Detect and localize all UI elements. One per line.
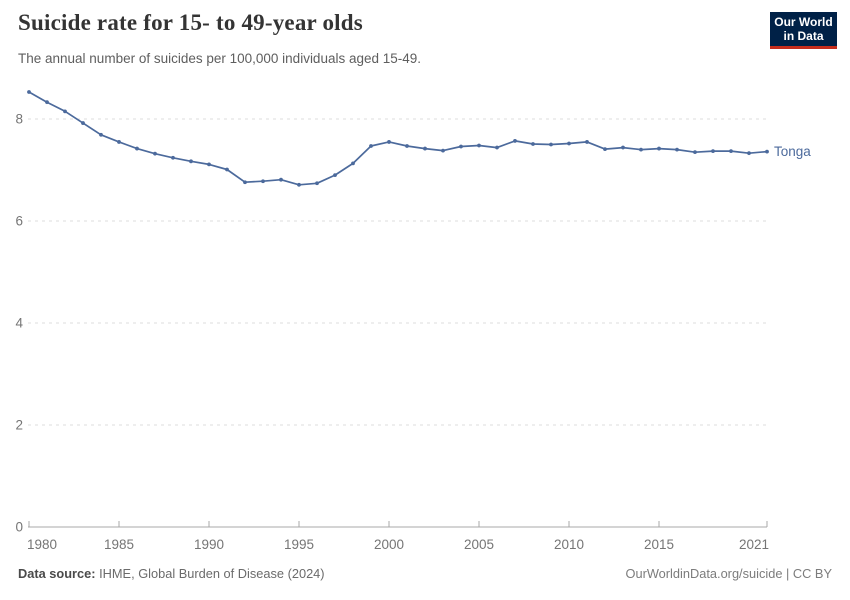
data-source-text: IHME, Global Burden of Disease (2024)	[95, 566, 325, 581]
y-tick-label: 0	[15, 520, 23, 535]
data-point[interactable]	[81, 121, 85, 125]
data-point[interactable]	[387, 140, 391, 144]
owid-logo-line2: in Data	[783, 29, 824, 43]
credit-link[interactable]: OurWorldinData.org/suicide | CC BY	[625, 566, 833, 581]
owid-logo[interactable]: Our World in Data	[770, 12, 837, 49]
data-point[interactable]	[657, 146, 661, 151]
data-point[interactable]	[45, 100, 49, 105]
data-point[interactable]	[585, 140, 589, 144]
y-tick-label: 6	[15, 214, 23, 229]
data-point[interactable]	[279, 177, 283, 182]
x-tick-label: 2010	[554, 537, 584, 552]
data-point[interactable]	[747, 151, 751, 156]
x-tick-label: 2005	[464, 537, 494, 552]
owid-logo-line1: Our World	[774, 15, 833, 29]
x-tick-label: 2015	[644, 537, 674, 552]
data-point[interactable]	[117, 140, 121, 144]
data-point[interactable]	[603, 147, 607, 151]
data-point[interactable]	[531, 142, 535, 146]
data-point[interactable]	[225, 167, 229, 172]
data-point[interactable]	[765, 149, 769, 154]
x-tick-label: 2021	[739, 537, 769, 552]
data-point[interactable]	[99, 132, 103, 137]
x-tick-label: 1980	[27, 537, 57, 552]
y-tick-label: 2	[15, 418, 23, 433]
data-point[interactable]	[405, 144, 409, 148]
data-point[interactable]	[63, 109, 67, 114]
data-source-label: Data source:	[18, 566, 96, 581]
data-point[interactable]	[171, 155, 175, 160]
data-point[interactable]	[513, 139, 517, 143]
x-tick-label: 2000	[374, 537, 404, 552]
y-tick-label: 8	[15, 112, 23, 127]
x-tick-label: 1990	[194, 537, 224, 552]
data-point[interactable]	[351, 161, 355, 166]
data-point[interactable]	[423, 146, 427, 151]
data-point[interactable]	[495, 145, 499, 150]
data-point[interactable]	[135, 146, 139, 151]
series-line-tonga[interactable]	[28, 91, 768, 186]
page-title: Suicide rate for 15- to 49-year olds	[18, 10, 363, 35]
data-point[interactable]	[621, 145, 625, 150]
x-tick-label: 1985	[104, 537, 134, 552]
chart-subtitle: The annual number of suicides per 100,00…	[18, 51, 422, 66]
data-point[interactable]	[333, 173, 337, 178]
data-point[interactable]	[675, 147, 679, 152]
data-point[interactable]	[729, 149, 733, 154]
data-point[interactable]	[549, 142, 553, 147]
data-point[interactable]	[153, 151, 157, 156]
data-point[interactable]	[693, 150, 697, 155]
data-point[interactable]	[243, 180, 247, 185]
data-point[interactable]	[711, 149, 715, 154]
data-point[interactable]	[441, 148, 445, 153]
y-tick-label: 4	[15, 316, 23, 331]
x-tick-label: 1995	[284, 537, 314, 552]
chart-footer: Data source: IHME, Global Burden of Dise…	[18, 566, 832, 581]
series-label-tonga[interactable]: Tonga	[774, 144, 811, 159]
data-point[interactable]	[459, 144, 463, 149]
data-point[interactable]	[477, 143, 481, 148]
data-point[interactable]	[639, 147, 643, 152]
data-point[interactable]	[567, 141, 571, 146]
data-point[interactable]	[261, 179, 265, 184]
data-point[interactable]	[189, 159, 193, 164]
data-point[interactable]	[315, 181, 319, 186]
data-point[interactable]	[369, 144, 373, 148]
data-point[interactable]	[27, 90, 31, 94]
data-source-note: Data source: IHME, Global Burden of Dise…	[18, 566, 325, 581]
data-point[interactable]	[207, 162, 211, 167]
data-point[interactable]	[297, 182, 301, 187]
